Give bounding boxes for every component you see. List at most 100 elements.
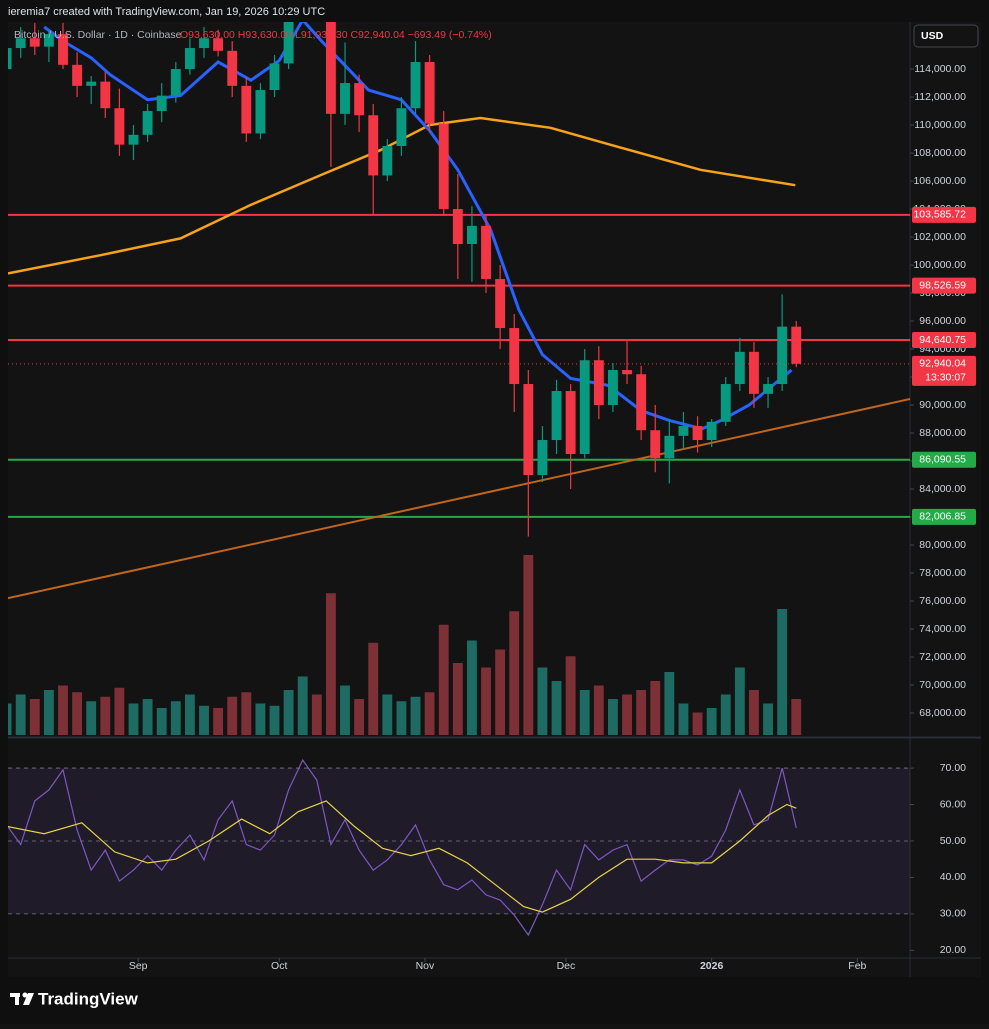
candle-body: [283, 22, 294, 64]
countdown: 13:30:07: [925, 372, 966, 384]
y-tick-label: 74,000.00: [919, 623, 966, 635]
candle-body: [8, 48, 12, 70]
candle-body: [72, 64, 83, 86]
volume-bar: [636, 690, 647, 735]
rsi-pane: [8, 758, 910, 937]
candle-body: [523, 384, 534, 476]
candle-body: [58, 34, 68, 65]
volume-bar: [382, 694, 393, 735]
candle-body: [241, 85, 252, 134]
volume-bar: [481, 667, 491, 735]
symbol: Bitcoin / U.S. Dollar · 1D · Coinbase: [14, 29, 182, 41]
y-tick-label: 88,000.00: [919, 427, 966, 439]
level-tag-label: 86,090.55: [919, 454, 966, 466]
candle-body: [551, 391, 562, 441]
y-tick-label: 76,000.00: [919, 595, 966, 607]
candle-body: [100, 81, 111, 109]
volume-bar: [213, 708, 224, 735]
currency[interactable]: USD: [921, 30, 944, 42]
volume-bar: [100, 696, 111, 735]
currency-button[interactable]: [913, 24, 979, 48]
volume-bar: [58, 685, 68, 735]
volume-bar: [340, 685, 350, 735]
volume-bar: [396, 701, 407, 735]
x-tick-label: Feb: [848, 960, 866, 972]
y-tick-label: 114,000.00: [914, 63, 966, 75]
candle-body: [227, 50, 238, 86]
candle-body: [481, 225, 491, 280]
y-tick-label: 78,000.00: [919, 567, 966, 579]
candle-body: [213, 38, 224, 51]
x-tick-label: 2026: [700, 960, 724, 972]
volume-bar: [156, 708, 167, 735]
volume-bar: [255, 703, 266, 735]
candle-body: [382, 146, 393, 176]
level-tag: [912, 277, 976, 294]
volume-bar: [523, 555, 534, 735]
last-price-tag: [912, 355, 976, 386]
volume-bar: [114, 687, 125, 735]
level-tag: [912, 206, 976, 223]
candle-body: [692, 426, 703, 441]
level-tag-label: 98,526.59: [919, 279, 966, 291]
candle-body: [537, 440, 548, 476]
volume-bar: [325, 593, 336, 735]
candle-body: [170, 69, 181, 96]
volume-bar: [763, 703, 773, 735]
candle-body: [650, 430, 661, 459]
y-tick-label: 60.00: [940, 798, 966, 810]
y-tick-label: 80,000.00: [919, 539, 966, 551]
volume-bar: [650, 681, 661, 735]
candle-body: [636, 374, 647, 431]
volume-bar: [368, 642, 379, 735]
level-tag-label: 103,585.72: [913, 209, 966, 221]
volume-bar: [734, 667, 745, 735]
volume-bar: [283, 690, 294, 735]
candle-body: [255, 90, 266, 134]
y-tick-label: 100,000.00: [913, 259, 966, 271]
volume-bar: [410, 696, 421, 735]
candle-body: [156, 95, 167, 112]
volume-bar: [43, 690, 54, 735]
candle-body: [466, 225, 477, 245]
y-tick-label: 72,000.00: [919, 651, 966, 663]
y-tick-label: 50.00: [940, 835, 966, 847]
overlay-line: [8, 398, 910, 600]
volume-bar: [720, 694, 731, 735]
rsi-ma-line: [8, 800, 797, 913]
attribution: ieremia7 created with TradingView.com, J…: [8, 6, 325, 18]
y-tick-label: 108,000.00: [913, 147, 966, 159]
candle-body: [410, 62, 421, 109]
y-tick-label: 96,000.00: [919, 315, 966, 327]
candle-body: [199, 38, 209, 49]
level-tag: [912, 508, 976, 525]
candle-body: [608, 370, 618, 406]
volume-bar: [593, 685, 604, 735]
candle-body: [29, 38, 40, 47]
y-tick-label: 40.00: [940, 871, 966, 883]
candle-body: [128, 134, 139, 145]
volume-bar: [142, 699, 153, 735]
volume-bar: [551, 681, 562, 735]
candle-body: [452, 209, 463, 245]
volume-bar: [565, 656, 576, 735]
y-tick-label: 112,000.00: [914, 91, 966, 103]
candle-body: [424, 62, 435, 124]
y-tick-label: 70.00: [940, 762, 966, 774]
candle-body: [593, 360, 604, 406]
volume-bar: [297, 676, 308, 735]
volume-bar: [537, 667, 548, 735]
volume-bar: [86, 701, 97, 735]
x-tick-label: Sep: [129, 960, 148, 972]
candle-body: [749, 351, 759, 394]
candle-body: [114, 108, 125, 145]
candle-body: [86, 81, 97, 86]
volume-bar: [452, 663, 463, 735]
price-pane: [8, 22, 910, 735]
y-tick-label: 20.00: [940, 944, 966, 956]
volume-bar: [424, 692, 435, 735]
candle-body: [269, 63, 280, 91]
y-tick-label: 84,000.00: [919, 483, 966, 495]
candle-body: [734, 351, 745, 385]
y-tick-label: 30.00: [940, 908, 966, 920]
